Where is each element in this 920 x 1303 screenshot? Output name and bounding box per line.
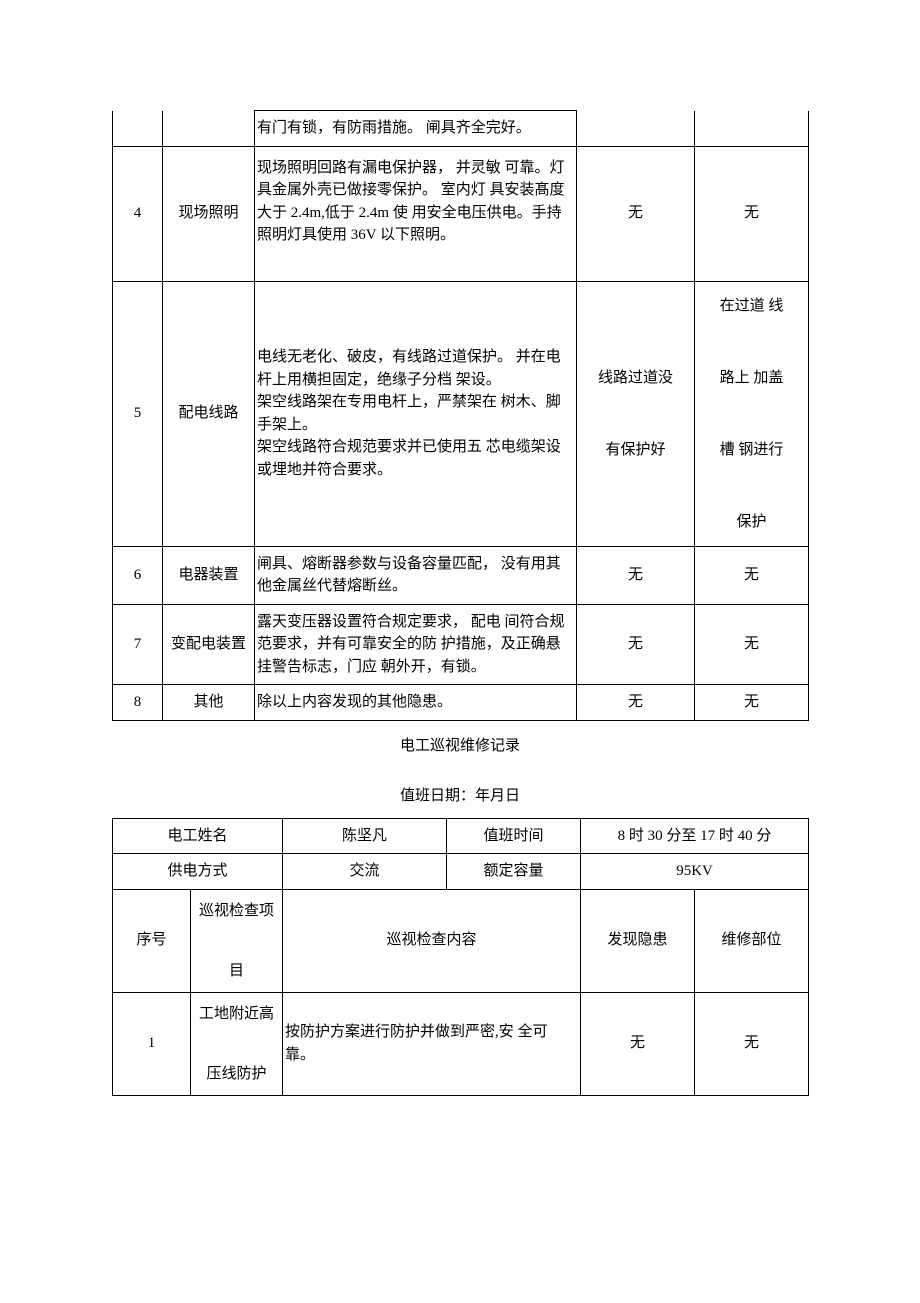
row-item: 现场照明 xyxy=(163,146,255,281)
row-content: 除以上内容发现的其他隐患。 xyxy=(255,685,577,721)
row-content: 电线无老化、破皮，有线路过道保护。 并在电杆上用横担固定，绝缘子分档 架设。 架… xyxy=(255,281,577,546)
duty-date: 值班日期：年月日 xyxy=(112,785,808,808)
row-item: 电器装置 xyxy=(163,546,255,604)
table-row: 有门有锁，有防雨措施。 闸具齐全完好。 xyxy=(113,111,809,147)
row-content: 现场照明回路有漏电保护器， 并灵敏 可靠。灯具金属外壳已做接零保护。 室内灯 具… xyxy=(255,146,577,281)
row-index: 6 xyxy=(113,546,163,604)
col-fix-header: 维修部位 xyxy=(695,889,809,992)
table-row: 5配电线路电线无老化、破皮，有线路过道保护。 并在电杆上用横担固定，绝缘子分档 … xyxy=(113,281,809,546)
info-row-1: 电工姓名 陈坚凡 值班时间 8 时 30 分至 17 时 40 分 xyxy=(113,818,809,854)
col-index-header: 序号 xyxy=(113,889,191,992)
duty-time-value: 8 时 30 分至 17 时 40 分 xyxy=(581,818,809,854)
col-item-header: 巡视检查项 目 xyxy=(191,889,283,992)
row-item: 其他 xyxy=(163,685,255,721)
row-fix: 在过道 线 路上 加盖 槽 钢进行 保护 xyxy=(695,281,809,546)
row-index: 8 xyxy=(113,685,163,721)
row-item: 配电线路 xyxy=(163,281,255,546)
col-issue-header: 发现隐患 xyxy=(581,889,695,992)
row-index: 1 xyxy=(113,992,191,1095)
power-mode-value: 交流 xyxy=(283,854,447,890)
row-index: 4 xyxy=(113,146,163,281)
table-row: 4现场照明现场照明回路有漏电保护器， 并灵敏 可靠。灯具金属外壳已做接零保护。 … xyxy=(113,146,809,281)
row-index xyxy=(113,111,163,147)
row-issue: 无 xyxy=(577,546,695,604)
row-index: 7 xyxy=(113,604,163,685)
row-item xyxy=(163,111,255,147)
electrician-name-label: 电工姓名 xyxy=(113,818,283,854)
row-index: 5 xyxy=(113,281,163,546)
row-fix: 无 xyxy=(695,992,809,1095)
row-fix: 无 xyxy=(695,604,809,685)
row-content: 有门有锁，有防雨措施。 闸具齐全完好。 xyxy=(255,111,577,147)
table-row: 8其他除以上内容发现的其他隐患。无无 xyxy=(113,685,809,721)
row-issue: 无 xyxy=(581,992,695,1095)
capacity-label: 额定容量 xyxy=(447,854,581,890)
power-mode-label: 供电方式 xyxy=(113,854,283,890)
info-row-2: 供电方式 交流 额定容量 95KV xyxy=(113,854,809,890)
row-issue xyxy=(577,111,695,147)
table-row: 1 工地附近高 压线防护 按防护方案进行防护并做到严密,安 全可靠。 无 无 xyxy=(113,992,809,1095)
capacity-value: 95KV xyxy=(581,854,809,890)
col-content-header: 巡视检查内容 xyxy=(283,889,581,992)
row-issue: 无 xyxy=(577,604,695,685)
row-issue: 线路过道没 有保护好 xyxy=(577,281,695,546)
row-content: 按防护方案进行防护并做到严密,安 全可靠。 xyxy=(283,992,581,1095)
table-row: 6电器装置闸具、熔断器参数与设备容量匹配， 没有用其他金属丝代替熔断丝。无无 xyxy=(113,546,809,604)
row-content: 闸具、熔断器参数与设备容量匹配， 没有用其他金属丝代替熔断丝。 xyxy=(255,546,577,604)
row-fix: 无 xyxy=(695,146,809,281)
header-row: 序号 巡视检查项 目 巡视检查内容 发现隐患 维修部位 xyxy=(113,889,809,992)
table-row: 7变配电装置露天变压器设置符合规定要求， 配电 间符合规范要求，并有可靠安全的防… xyxy=(113,604,809,685)
electrician-name-value: 陈坚凡 xyxy=(283,818,447,854)
inspection-table-top: 有门有锁，有防雨措施。 闸具齐全完好。4现场照明现场照明回路有漏电保护器， 并灵… xyxy=(112,110,809,721)
row-item: 变配电装置 xyxy=(163,604,255,685)
duty-time-label: 值班时间 xyxy=(447,818,581,854)
row-content: 露天变压器设置符合规定要求， 配电 间符合规范要求，并有可靠安全的防 护措施，及… xyxy=(255,604,577,685)
row-item: 工地附近高 压线防护 xyxy=(191,992,283,1095)
inspection-table-bottom: 电工姓名 陈坚凡 值班时间 8 时 30 分至 17 时 40 分 供电方式 交… xyxy=(112,818,809,1096)
row-fix: 无 xyxy=(695,685,809,721)
row-issue: 无 xyxy=(577,146,695,281)
record-title: 电工巡视维修记录 xyxy=(112,735,808,758)
row-fix: 无 xyxy=(695,546,809,604)
row-fix xyxy=(695,111,809,147)
row-issue: 无 xyxy=(577,685,695,721)
